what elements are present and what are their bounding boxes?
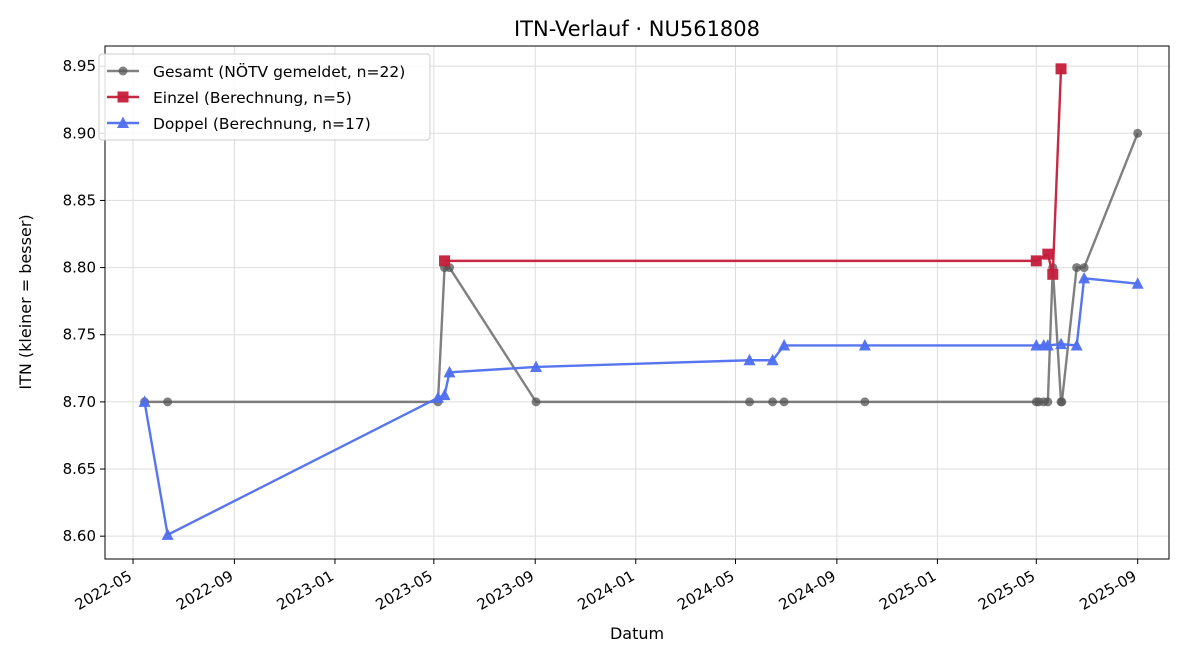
y-tick-label: 8.90 (63, 124, 96, 142)
data-point (1079, 263, 1089, 273)
y-tick-label: 8.70 (63, 393, 96, 411)
series-square (439, 63, 1067, 280)
y-tick-label: 8.95 (63, 57, 96, 75)
legend: Gesamt (NÖTV gemeldet, n=22) Einzel (Bere… (98, 53, 431, 141)
data-point (860, 397, 870, 407)
y-tick-label: 8.75 (63, 326, 96, 344)
data-point (743, 353, 756, 366)
data-point (1042, 248, 1054, 260)
legend-box (98, 53, 431, 141)
y-tick-label: 8.60 (63, 527, 96, 545)
data-point (1043, 397, 1053, 407)
data-point (439, 255, 451, 267)
data-point (438, 388, 451, 401)
data-point (744, 397, 754, 407)
data-point (138, 395, 151, 407)
legend-marker (117, 91, 129, 103)
y-tick-label: 8.85 (63, 191, 96, 209)
data-point (858, 338, 871, 351)
data-point (779, 397, 789, 407)
series-triangle (138, 271, 1144, 540)
data-point (768, 397, 778, 407)
data-point (443, 365, 456, 378)
data-point (1131, 277, 1144, 289)
data-point (1047, 268, 1059, 280)
legend-label: Einzel (Berechnung, n=5) (153, 89, 352, 107)
y-tick-label: 8.65 (63, 460, 96, 478)
data-point (1078, 271, 1091, 284)
data-point (1057, 397, 1067, 407)
legend-label: Gesamt (NÖTV gemeldet, n=22) (153, 62, 405, 81)
data-point (530, 360, 543, 372)
y-tick-label: 8.80 (63, 259, 96, 277)
legend-label: Doppel (Berechnung, n=17) (153, 115, 371, 133)
data-point (1055, 63, 1067, 75)
data-point (163, 397, 173, 407)
data-point (766, 353, 779, 366)
data-point (1041, 338, 1054, 351)
plot-frame (104, 45, 1170, 560)
data-point (1030, 255, 1042, 267)
legend-marker (118, 66, 128, 76)
chart-title: ITN-Verlauf · NU561808 (514, 17, 760, 41)
data-point (1133, 128, 1143, 138)
x-axis-title: Datum (610, 624, 664, 643)
data-point (778, 338, 791, 351)
data-point (1072, 263, 1082, 273)
series-layer (138, 63, 1144, 540)
data-point (1070, 338, 1083, 351)
y-axis-title: ITN (kleiner = besser) (16, 214, 35, 389)
legend-marker (117, 116, 129, 128)
data-point (161, 528, 174, 540)
data-point (1055, 337, 1068, 350)
data-point (531, 397, 541, 407)
